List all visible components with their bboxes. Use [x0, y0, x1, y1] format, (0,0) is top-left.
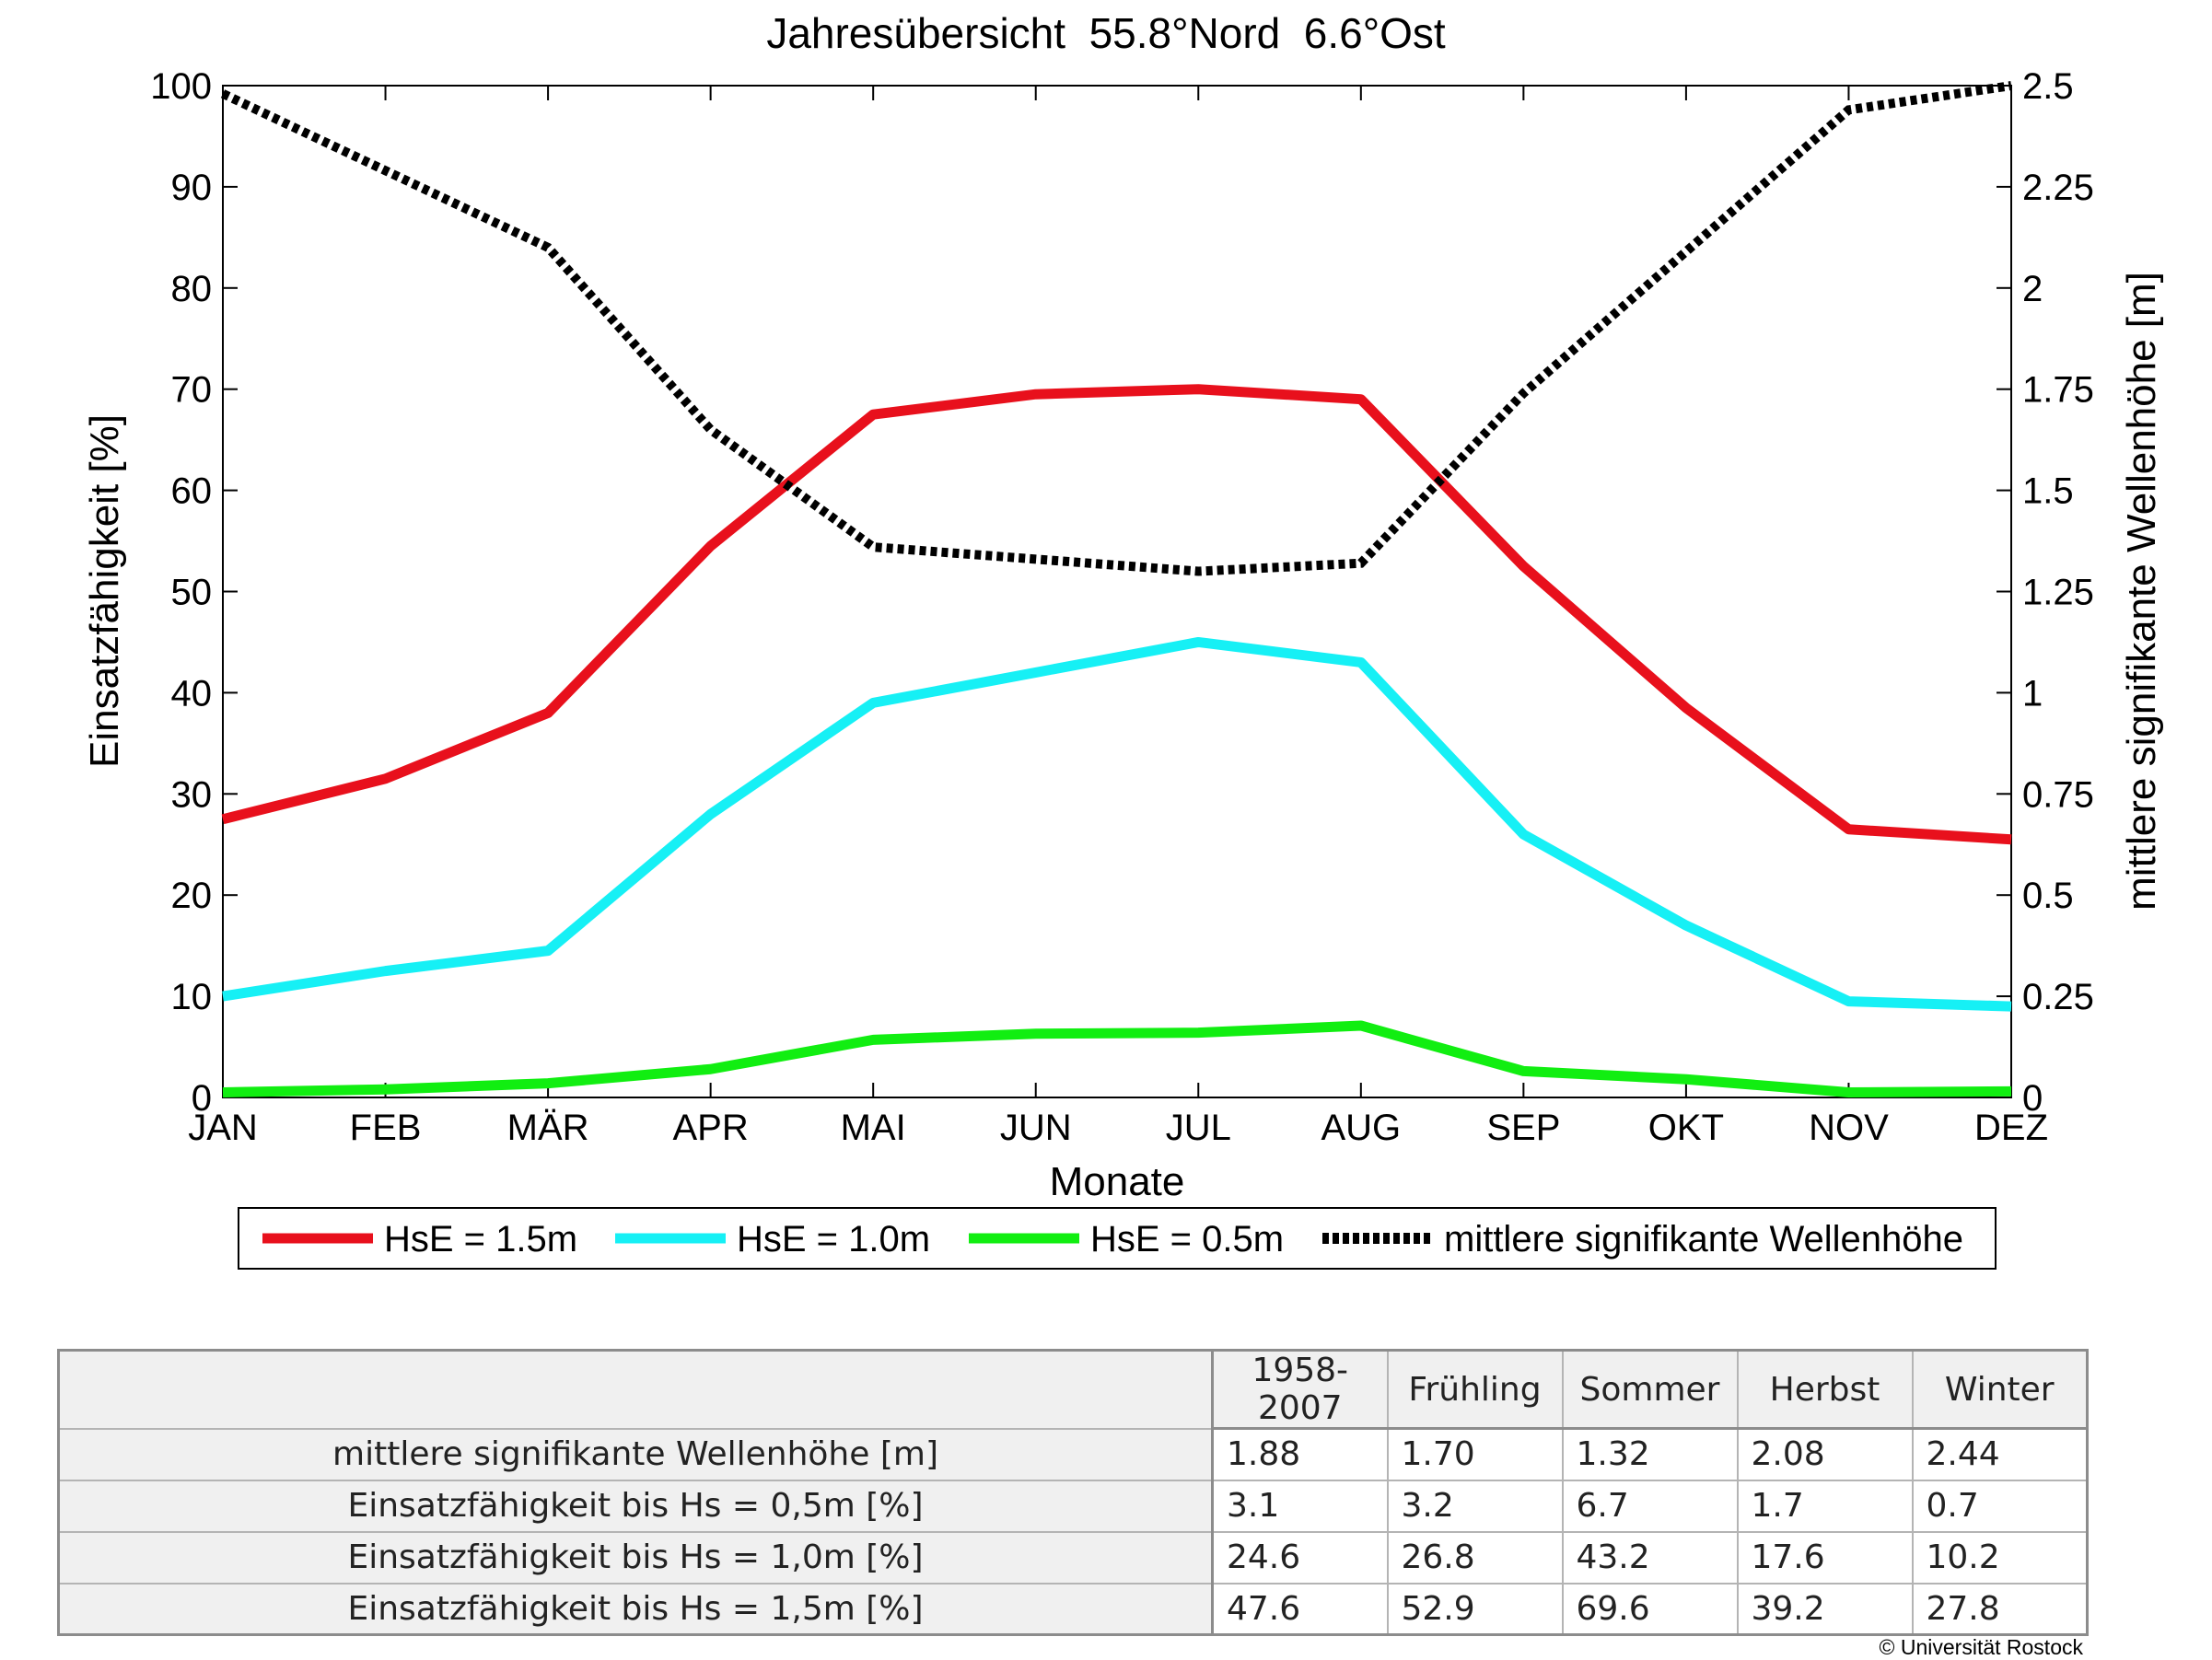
table-row-label: Einsatzfähigkeit bis Hs = 1,0m [%] [57, 1530, 1214, 1585]
x-tick-label: DEZ [1974, 1108, 2048, 1148]
table-row: mittlere signifikante Wellenhöhe [m] 1.88… [57, 1427, 2089, 1481]
table-cell: 26.8 [1386, 1530, 1564, 1585]
y-tick-label: 80 [171, 269, 213, 309]
x-tick-label: APR [673, 1108, 749, 1148]
legend-label-1: HsE = 1.0m [737, 1219, 930, 1260]
table-cell: 47.6 [1211, 1582, 1389, 1636]
y2-tick-label: 0 [2022, 1078, 2043, 1119]
table-cell: 10.2 [1911, 1530, 2089, 1585]
y2-tick-label: 2.5 [2022, 66, 2074, 107]
x-tick-label: JUN [1000, 1108, 1072, 1148]
legend-label-2: HsE = 0.5m [1090, 1219, 1284, 1260]
y2-tick-label: 0.75 [2022, 774, 2094, 815]
y2-tick-label: 0.5 [2022, 876, 2074, 916]
x-tick-label: NOV [1809, 1108, 1889, 1148]
table-column-header: Winter [1911, 1349, 2089, 1430]
x-tick-label: MAI [841, 1108, 906, 1148]
x-tick-label: JAN [188, 1108, 258, 1148]
y2-tick-label: 1.75 [2022, 370, 2094, 411]
y-axis-label: Einsatzfähigkeit [%] [82, 414, 127, 768]
x-tick-label: JUL [1166, 1108, 1231, 1148]
table-cell: 2.08 [1736, 1427, 1914, 1481]
x-axis-label: Monate [1050, 1159, 1185, 1204]
table-column-header: Sommer [1561, 1349, 1739, 1430]
table-corner-cell [57, 1349, 1214, 1430]
copyright-note: © Universität Rostock [1879, 1635, 2083, 1659]
x-tick-label: AUG [1321, 1108, 1401, 1148]
table-cell: 1.70 [1386, 1427, 1564, 1481]
y-tick-label: 100 [150, 66, 212, 107]
chart: Jahresübersicht 55.8°Nord 6.6°Ost JAN FEB… [82, 9, 2164, 1270]
y-tick-label: 10 [171, 977, 213, 1017]
table-row: Einsatzfähigkeit bis Hs = 0,5m [%] 3.1 3.2… [57, 1479, 2089, 1533]
y-tick-label: 20 [171, 876, 213, 916]
table-cell: 27.8 [1911, 1582, 2089, 1636]
table-cell: 43.2 [1561, 1530, 1739, 1585]
table-cell: 1.88 [1211, 1427, 1389, 1481]
series-line-0 [221, 384, 2012, 845]
y-tick-label: 30 [171, 774, 213, 815]
series-line-2 [222, 1020, 2012, 1098]
legend-box [238, 1207, 1997, 1270]
table-cell: 69.6 [1561, 1582, 1739, 1636]
x-tick-label: OKT [1648, 1108, 1724, 1148]
y-tick-label: 40 [171, 673, 213, 714]
y-tick-label: 50 [171, 573, 213, 613]
table-column-header: Frühling [1386, 1349, 1564, 1430]
legend-label-3: mittlere signifikante Wellenhöhe [1444, 1219, 1963, 1260]
y-tick-label: 0 [192, 1078, 212, 1119]
y-tick-label: 90 [171, 168, 213, 208]
table-header-row: 1958-2007 Frühling Sommer Herbst Winter [57, 1349, 2089, 1430]
axis-ticks: JAN FEB MÄR APR MAI JUN JUL AUG SEP OKT NOV DEZ0102… [150, 66, 2094, 1148]
x-tick-label: FEB [350, 1108, 422, 1148]
table-row-label: Einsatzfähigkeit bis Hs = 0,5m [%] [57, 1479, 1214, 1533]
table-row: Einsatzfähigkeit bis Hs = 1,5m [%] 47.6 52… [57, 1582, 2089, 1636]
y2-tick-label: 2.25 [2022, 168, 2094, 208]
table-cell: 3.1 [1211, 1479, 1389, 1533]
table-cell: 1.32 [1561, 1427, 1739, 1481]
table-cell: 17.6 [1736, 1530, 1914, 1585]
y2-tick-label: 1.5 [2022, 471, 2074, 512]
table-cell: 0.7 [1911, 1479, 2089, 1533]
table-cell: 39.2 [1736, 1582, 1914, 1636]
y2-tick-label: 1.25 [2022, 573, 2094, 613]
y2-tick-label: 1 [2022, 673, 2043, 714]
x-tick-label: SEP [1486, 1108, 1560, 1148]
table-column-header: 1958-2007 [1211, 1349, 1389, 1430]
plot-area [222, 85, 2012, 1098]
table-column-header: Herbst [1736, 1349, 1914, 1430]
table-cell: 24.6 [1211, 1530, 1389, 1585]
y2-tick-label: 0.25 [2022, 977, 2094, 1017]
y2-tick-label: 2 [2022, 269, 2043, 309]
y-tick-label: 60 [171, 471, 213, 512]
y2-axis-label: mittlere signifikante Wellenhöhe [m] [2119, 272, 2164, 911]
table-cell: 2.44 [1911, 1427, 2089, 1481]
table-row: Einsatzfähigkeit bis Hs = 1,0m [%] 24.6 26… [57, 1530, 2089, 1585]
table-cell: 3.2 [1386, 1479, 1564, 1533]
table-cell: 6.7 [1561, 1479, 1739, 1533]
series-line-3 [220, 81, 2012, 576]
table-cell: 1.7 [1736, 1479, 1914, 1533]
table-row-label: Einsatzfähigkeit bis Hs = 1,5m [%] [57, 1582, 1214, 1636]
legend-label-0: HsE = 1.5m [384, 1219, 577, 1260]
table-cell: 52.9 [1386, 1582, 1564, 1636]
table-row-label: mittlere signifikante Wellenhöhe [m] [57, 1427, 1214, 1481]
series-line-1 [222, 636, 2012, 1012]
stats-table: 1958-2007 Frühling Sommer Herbst Winter mittl… [57, 1349, 2089, 1636]
y-tick-label: 70 [171, 370, 213, 411]
chart-title: Jahresübersicht 55.8°Nord 6.6°Ost [766, 9, 1446, 57]
legend: HsE = 1.5m HsE = 1.0m HsE = 0.5m mittlere s… [262, 1219, 1963, 1260]
x-tick-label: MÄR [507, 1108, 589, 1148]
series-lines [220, 81, 2012, 1098]
